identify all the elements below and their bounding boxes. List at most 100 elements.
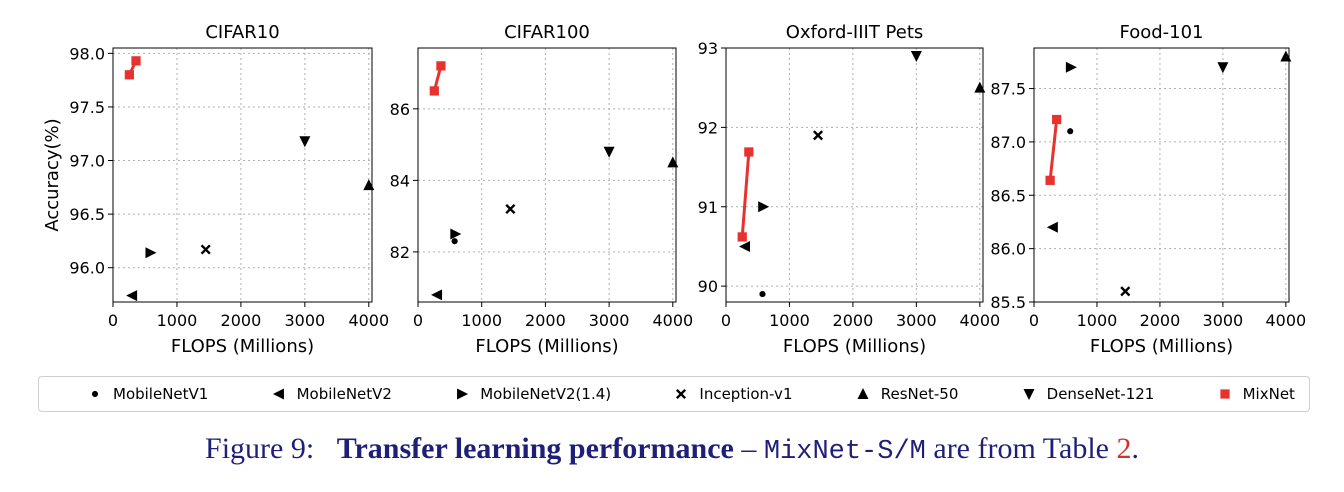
x-tick-label: 1000: [461, 311, 502, 330]
legend-marker-down-triangle: [1023, 389, 1035, 401]
plot-frame: [417, 47, 677, 303]
x-tick-label: 2000: [221, 311, 262, 330]
data-point: [363, 179, 375, 191]
data-point: [429, 86, 439, 96]
data-point: [200, 244, 211, 255]
y-tick-label: 82: [390, 243, 410, 262]
legend-item-inception-v1: Inception-v1: [673, 385, 792, 403]
legend-item-mobilenetv2-1-4: MobileNetV2(1.4): [454, 385, 611, 403]
y-tick-label: 93: [698, 39, 718, 58]
series-line: [1048, 119, 1059, 181]
data-point: [603, 146, 615, 158]
data-point: [812, 130, 824, 141]
legend-marker-right-triangle: [457, 388, 469, 400]
x-tick-label: 4000: [1265, 311, 1306, 330]
legend-marker-x: [676, 388, 687, 400]
chart-title: Oxford-IIIT Pets: [786, 22, 924, 43]
legend-marker-square: [1219, 389, 1230, 399]
data-point: [126, 290, 138, 302]
legend-item-mobilenetv2: MobileNetV2: [271, 385, 392, 403]
data-point: [145, 247, 157, 259]
series-mobilenetv2: [126, 290, 138, 302]
caption-table-ref[interactable]: 2: [1116, 432, 1132, 465]
legend-marker-shape: [272, 388, 284, 400]
series-resnet-50: [1280, 50, 1292, 62]
series-resnet-50: [667, 156, 679, 168]
y-tick-label: 87.0: [990, 133, 1026, 152]
series-mobilenetv1: [451, 238, 458, 245]
series-inception-v1: [505, 203, 516, 215]
y-tick-label: 97.5: [69, 98, 105, 117]
series-mobilenetv2-1-4-: [145, 247, 157, 259]
y-tick-label: 87.5: [990, 80, 1026, 99]
caption-dash: –: [741, 432, 757, 465]
data-point: [451, 238, 458, 245]
x-tick-label: 4000: [959, 311, 1000, 330]
x-tick-label: 3000: [284, 311, 325, 330]
x-tick-label: 2000: [833, 311, 874, 330]
data-point: [974, 81, 986, 93]
series-mobilenetv2: [1046, 221, 1058, 233]
data-point: [737, 232, 747, 242]
data-point: [1067, 128, 1074, 135]
data-point: [431, 289, 443, 301]
x-tick-label: 3000: [589, 311, 630, 330]
legend-label: ResNet-50: [880, 385, 959, 403]
chart-panel-3: 0 1000 2000 3000 4000 90 91 92 93 Oxford-IIIT Pet…: [698, 22, 1001, 357]
legend-marker-dot: [91, 390, 99, 398]
y-tick-label: 84: [390, 171, 410, 190]
data-point: [1280, 50, 1292, 62]
legend-label: MixNet: [1242, 385, 1295, 403]
x-tick-label: 1000: [157, 311, 198, 330]
y-tick-label: 92: [698, 118, 718, 137]
chart-panel-4: 0 1000 2000 3000 4000 85.5 86.0 86.5 87.0 87.5 Foo…: [990, 22, 1306, 357]
data-point: [1046, 221, 1058, 233]
series-mobilenetv1: [1067, 128, 1074, 135]
y-tick-label: 86: [390, 100, 410, 119]
x-axis-label: FLOPS (Millions): [1090, 336, 1233, 357]
x-tick-label: 1000: [1077, 311, 1118, 330]
data-point: [131, 56, 141, 66]
legend-label: MobileNetV1: [113, 385, 209, 403]
x-tick-label: 0: [108, 311, 118, 330]
x-tick-label: 2000: [525, 311, 566, 330]
caption-middle: are from Table: [933, 432, 1109, 465]
y-tick-label: 98.0: [69, 44, 105, 63]
chart-panel-1: 0 1000 2000 3000 4000 96.0 96.5 97.0 97.5 98.0 CIF…: [42, 22, 389, 357]
x-axis-label: FLOPS (Millions): [783, 336, 926, 357]
plot-frame: [1033, 47, 1290, 303]
data-point: [1120, 286, 1131, 297]
chart-title: Food-101: [1119, 22, 1203, 43]
legend-label: DenseNet-121: [1046, 385, 1155, 403]
legend-item-mixnet: MixNet: [1217, 385, 1295, 403]
y-tick-label: 86.0: [990, 240, 1026, 259]
x-tick-label: 2000: [1140, 311, 1181, 330]
series-densenet-121: [603, 146, 615, 158]
data-point: [1052, 114, 1062, 125]
series-inception-v1: [200, 244, 211, 255]
series-resnet-50: [363, 179, 375, 191]
x-tick-label: 0: [721, 311, 731, 330]
y-tick-label: 85.5: [990, 293, 1026, 312]
series-resnet-50: [974, 81, 986, 93]
plot-frame: [112, 47, 373, 303]
x-tick-label: 4000: [348, 311, 389, 330]
data-point: [667, 156, 679, 168]
y-tick-label: 86.5: [990, 186, 1026, 205]
figure-panels: 0 1000 2000 3000 4000 96.0 96.5 97.0 97.5 98.0 CIF…: [42, 22, 1306, 357]
legend-marker-shape: [457, 388, 469, 400]
data-point: [738, 240, 750, 252]
series-mobilenetv2: [431, 289, 443, 301]
legend-marker-shape: [1023, 389, 1035, 401]
legend-marker-left-triangle: [272, 388, 284, 400]
series-mixnet: [1045, 114, 1062, 185]
y-tick-label: 91: [698, 198, 718, 217]
series-mobilenetv1: [759, 290, 766, 298]
legend-label: MobileNetV2: [296, 385, 392, 403]
legend-marker-shape: [676, 388, 687, 400]
y-tick-label: 97.0: [69, 152, 105, 171]
legend-item-mobilenetv1: MobileNetV1: [87, 385, 208, 403]
legend-label: MobileNetV2(1.4): [480, 385, 612, 403]
y-axis-label: Accuracy(%): [42, 118, 63, 231]
data-point: [1045, 175, 1055, 185]
